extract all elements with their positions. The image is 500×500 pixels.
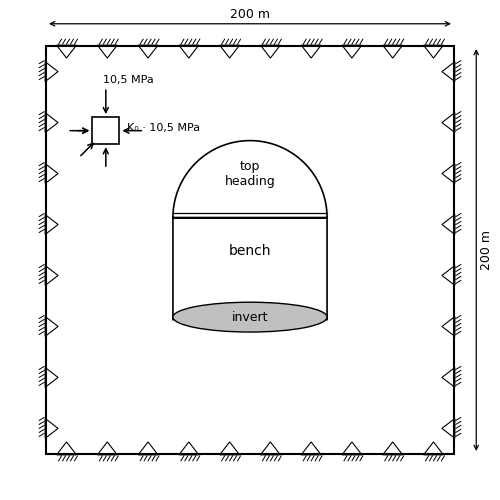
Text: top
heading: top heading: [224, 160, 276, 188]
Text: K₀ · 10,5 MPa: K₀ · 10,5 MPa: [127, 123, 200, 133]
Bar: [46, 46, 454, 454]
Ellipse shape: [173, 302, 327, 332]
Text: 200 m: 200 m: [230, 8, 270, 22]
Polygon shape: [173, 140, 327, 320]
Text: bench: bench: [229, 244, 271, 258]
Text: 200 m: 200 m: [480, 230, 493, 270]
Bar: [92, 117, 120, 144]
Text: invert: invert: [232, 310, 268, 324]
Text: 10,5 MPa: 10,5 MPa: [104, 74, 154, 85]
